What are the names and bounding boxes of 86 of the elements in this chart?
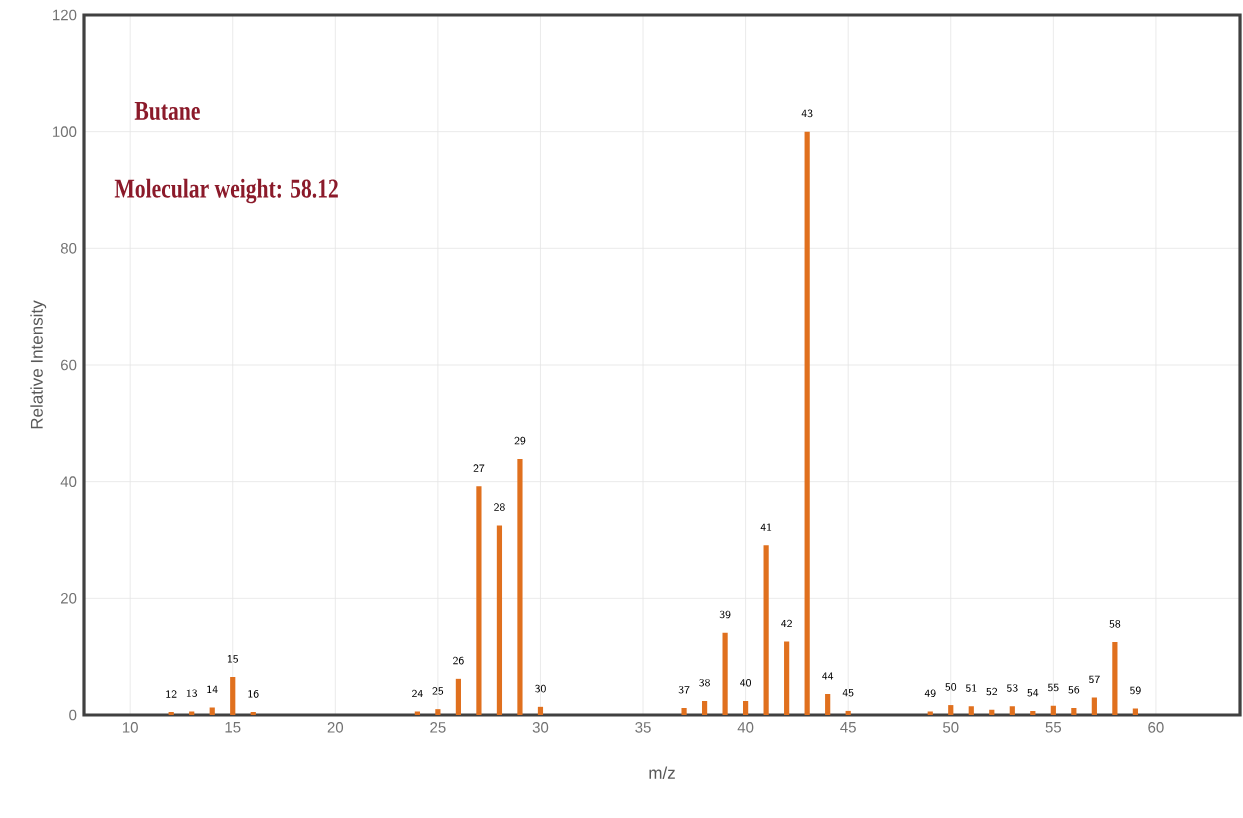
bar (1071, 708, 1077, 715)
bar (1050, 705, 1056, 715)
x-tick-label: 40 (737, 722, 754, 733)
bar (476, 486, 482, 715)
bar (784, 641, 790, 715)
bar (168, 712, 174, 715)
annotation: 38 (699, 678, 710, 687)
annotation: 37 (678, 685, 690, 694)
bar (845, 710, 851, 715)
y-tick-label: 40 (60, 476, 77, 487)
annotation: 49 (924, 689, 936, 698)
bar (927, 711, 933, 715)
bar (722, 632, 728, 715)
bar (948, 705, 954, 715)
annotation: 24 (412, 689, 423, 698)
bar (743, 701, 749, 715)
bar (1112, 642, 1118, 715)
bar (701, 701, 708, 715)
x-tick-label: 60 (1148, 722, 1164, 733)
annotation: 15 (227, 654, 238, 663)
bar (989, 709, 995, 715)
annotation: 59 (1129, 686, 1141, 695)
annotation: 55 (1047, 683, 1059, 692)
annotation: 30 (535, 684, 546, 693)
annotation: 39 (719, 610, 731, 619)
x-axis-title: m/z (649, 766, 675, 779)
annotation: 57 (1088, 675, 1100, 684)
annotation: 16 (248, 689, 259, 698)
annotation: 45 (842, 689, 854, 697)
bar (517, 458, 523, 715)
bar (537, 706, 544, 715)
x-tick-label: 35 (635, 722, 651, 733)
annotation: 41 (760, 523, 772, 531)
y-tick-label: 20 (61, 593, 77, 604)
bar (1091, 697, 1097, 715)
bar (1030, 710, 1036, 715)
annotation: 52 (986, 687, 998, 696)
annotation: Molecular weight: 58.12 (114, 178, 338, 204)
annotation: 29 (514, 436, 526, 445)
x-tick-label: 20 (327, 722, 344, 733)
bar (1132, 708, 1138, 715)
x-tick-label: 45 (840, 722, 856, 733)
annotation: 27 (473, 464, 485, 472)
x-tick-label: 55 (1045, 722, 1062, 733)
bar (968, 706, 974, 715)
bar (455, 678, 461, 715)
bar (230, 677, 236, 715)
bar (414, 711, 420, 715)
annotation: 58 (1109, 619, 1121, 628)
x-tick-label: 10 (122, 722, 138, 733)
x-tick-label: 30 (532, 722, 549, 733)
annotation: Butane (134, 101, 200, 121)
bar (1009, 706, 1015, 715)
y-tick-label: 60 (61, 359, 77, 371)
bar (209, 707, 215, 715)
annotation: 53 (1006, 684, 1018, 692)
bar (763, 545, 769, 715)
y-axis-title: Relative Intensity (30, 300, 47, 429)
bar (189, 711, 195, 715)
annotation: 25 (432, 687, 444, 695)
bar (496, 525, 503, 715)
y-tick-label: 120 (53, 9, 77, 21)
annotation: 56 (1068, 685, 1080, 694)
bar (250, 712, 256, 715)
x-tick-label: 25 (430, 722, 446, 733)
bar (804, 131, 810, 715)
annotation: 40 (740, 678, 751, 687)
annotation: 42 (781, 619, 792, 628)
annotation: 43 (801, 109, 813, 118)
y-tick-label: 0 (69, 709, 77, 721)
annotation: 14 (207, 685, 218, 694)
annotation: 28 (494, 503, 505, 511)
annotation: 50 (945, 682, 957, 691)
annotation: 26 (453, 656, 464, 665)
y-tick-label: 80 (60, 243, 77, 254)
bar (825, 694, 831, 715)
bar (681, 708, 687, 715)
annotation: 54 (1027, 689, 1039, 697)
bar (435, 709, 441, 715)
annotation: 12 (166, 690, 177, 698)
x-tick-label: 50 (943, 722, 959, 733)
annotation: 13 (186, 689, 198, 698)
y-tick-label: 100 (53, 126, 77, 137)
annotation: 51 (965, 684, 977, 692)
x-tick-label: 15 (225, 722, 241, 733)
annotation: 44 (822, 672, 834, 680)
